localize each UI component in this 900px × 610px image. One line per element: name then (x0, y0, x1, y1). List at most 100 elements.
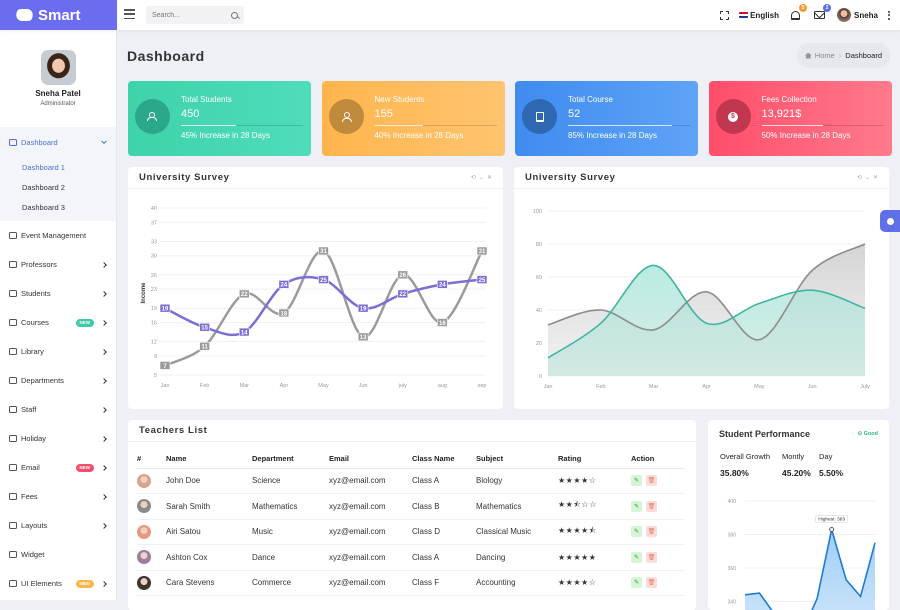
teacher-class: Class D (412, 519, 476, 545)
column-header[interactable]: Class Name (412, 450, 476, 469)
user-icon (9, 261, 17, 268)
delete-button[interactable]: 🗑 (646, 577, 657, 589)
brand-logo[interactable]: Smart (0, 0, 117, 30)
fullscreen-icon[interactable] (720, 10, 730, 20)
panel-title: Teachers List (139, 425, 208, 436)
gift-icon (9, 551, 17, 558)
sidebar-item-holiday[interactable]: Holiday (0, 424, 116, 453)
teacher-subject: Dancing (476, 544, 558, 571)
edit-button[interactable]: ✎ (631, 475, 642, 487)
search-input[interactable] (152, 11, 222, 19)
svg-text:25: 25 (320, 278, 327, 284)
sidebar-item-fees[interactable]: Fees (0, 482, 116, 511)
user-menu[interactable]: Sneha (836, 8, 878, 22)
dollar-icon: $ (728, 111, 738, 122)
table-row[interactable]: Sarah Smith Mathematics xyz@email.com Cl… (137, 493, 685, 520)
stat-label: Total Course (568, 95, 613, 104)
collapse-icon[interactable]: ⌄ (864, 175, 870, 181)
menu-toggle-icon[interactable] (124, 9, 135, 19)
svg-text:Jan: Jan (161, 383, 170, 389)
profile-avatar[interactable] (40, 50, 76, 85)
sidebar-item-email[interactable]: Email NEW (0, 453, 116, 482)
column-header[interactable]: Subject (476, 450, 558, 469)
breadcrumb-home[interactable]: Home (804, 51, 835, 60)
search-box (146, 6, 244, 24)
messages-button[interactable]: 2 (813, 4, 831, 22)
sidebar-item-layouts[interactable]: Layouts (0, 511, 116, 540)
edit-button[interactable]: ✎ (631, 577, 642, 589)
column-header[interactable]: # (137, 450, 166, 469)
refresh-icon[interactable]: ⟲ (470, 175, 476, 181)
sidebar-item-courses[interactable]: Courses NEW (0, 308, 116, 337)
delete-button[interactable]: 🗑 (646, 526, 657, 538)
svg-text:80: 80 (536, 242, 542, 248)
table-row[interactable]: Ashton Cox Dance xyz@email.com Class A D… (137, 544, 685, 571)
language-label: English (750, 10, 779, 20)
sidebar-subitem-dashboard-2[interactable]: Dashboard 2 (22, 182, 65, 192)
avatar (137, 524, 151, 539)
sidebar-item-widget[interactable]: Widget (0, 540, 116, 569)
teacher-email: xyz@email.com (329, 468, 412, 494)
sidebar-item-departments[interactable]: Departments (0, 366, 116, 395)
sidebar-item-ui-elements[interactable]: UI Elements NEW (0, 569, 116, 598)
stat-foot: 40% Increase in 28 Days (374, 131, 464, 140)
stat-value: 35.80% (720, 468, 749, 478)
column-header[interactable]: Email (329, 450, 412, 469)
bell-icon (791, 10, 801, 20)
sidebar-item-students[interactable]: Students (0, 279, 116, 308)
edit-button[interactable]: ✎ (631, 526, 642, 538)
table-row[interactable]: John Doe Science xyz@email.com Class A B… (137, 468, 685, 494)
stat-label: New Students (374, 95, 425, 104)
teacher-name: Cara Stevens (166, 570, 252, 596)
refresh-icon[interactable]: ⟲ (856, 175, 862, 181)
delete-button[interactable]: 🗑 (646, 475, 657, 487)
column-header[interactable]: Rating (558, 450, 631, 469)
delete-button[interactable]: 🗑 (646, 500, 657, 512)
svg-text:20: 20 (536, 341, 542, 347)
column-header[interactable]: Department (252, 450, 329, 469)
sidebar-subitem-dashboard-1[interactable]: Dashboard 1 (22, 162, 65, 172)
collapse-icon[interactable]: ⌄ (478, 175, 484, 181)
mail-icon (9, 464, 17, 471)
sidebar-item-library[interactable]: Library (0, 337, 116, 366)
avatar (836, 8, 851, 22)
teacher-email: xyz@email.com (329, 570, 412, 596)
notifications-button[interactable]: 5 (789, 4, 807, 22)
column-header[interactable]: Name (166, 450, 252, 469)
svg-text:31: 31 (320, 249, 327, 255)
column-header[interactable]: Action (631, 450, 685, 469)
avatar (137, 499, 151, 514)
search-icon[interactable] (231, 11, 238, 19)
edit-button[interactable]: ✎ (631, 551, 642, 563)
more-options-icon[interactable] (888, 10, 890, 20)
sidebar-item-event-management[interactable]: Event Management (0, 221, 116, 250)
stat-foot: 45% Increase in 28 Days (181, 131, 270, 140)
stat-value: 450 (181, 108, 200, 120)
settings-button[interactable] (880, 210, 900, 232)
language-selector[interactable]: English (739, 11, 779, 20)
stat-card-total-students: Total Students 450 45% Increase in 28 Da… (128, 81, 311, 156)
svg-text:60: 60 (536, 275, 542, 281)
teacher-class: Class F (412, 570, 476, 596)
close-icon[interactable]: ✕ (486, 175, 492, 181)
sidebar-subitem-dashboard-3[interactable]: Dashboard 3 (22, 202, 65, 212)
stat-foot: 85% Increase in 28 Days (568, 131, 657, 140)
svg-text:22: 22 (241, 292, 248, 298)
sidebar-item-professors[interactable]: Professors (0, 250, 116, 279)
chevron-right-icon (101, 261, 107, 268)
sidebar-item-staff[interactable]: Staff (0, 395, 116, 424)
profile-card: Sneha Patel Administrator (0, 30, 116, 127)
line-chart: 5 9 12 16 19 23 26 30 33 37 40 Income Jan Feb Mar Apr Ma… (141, 206, 488, 389)
users-icon (9, 290, 17, 297)
svg-text:July: July (860, 384, 870, 390)
teachers-list-panel: Teachers List # Name Department Email Class … (128, 420, 696, 610)
sidebar-item-dashboard[interactable]: Dashboard (0, 127, 116, 157)
table-row[interactable]: Airi Satou Music xyz@email.com Class D C… (137, 519, 685, 545)
user-icon (342, 111, 352, 122)
delete-button[interactable]: 🗑 (646, 551, 657, 563)
close-icon[interactable]: ✕ (872, 175, 878, 181)
teacher-subject: Accounting (476, 570, 558, 596)
table-row[interactable]: Cara Stevens Commerce xyz@email.com Clas… (137, 570, 685, 596)
dollar-icon (9, 493, 17, 500)
edit-button[interactable]: ✎ (631, 500, 642, 512)
